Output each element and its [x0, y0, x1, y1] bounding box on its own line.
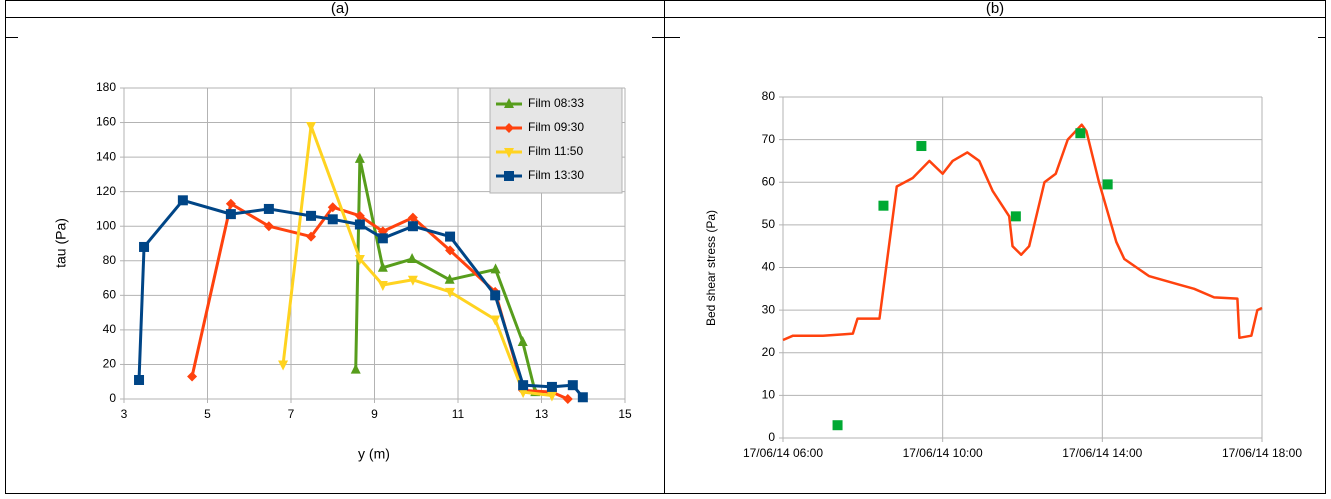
- marker: [134, 374, 145, 385]
- marker: [878, 200, 889, 211]
- marker: [263, 203, 274, 214]
- legend-label: Film 09:30: [528, 120, 584, 134]
- marker: [354, 219, 365, 230]
- marker: [490, 263, 501, 274]
- y-tick-label: 40: [762, 260, 776, 274]
- marker: [832, 420, 843, 431]
- x-tick-label: 17/06/14 06:00: [743, 446, 823, 460]
- x-axis-title: y (m): [358, 446, 390, 462]
- marker: [278, 360, 289, 371]
- marker: [518, 388, 529, 399]
- y-tick-label: 10: [762, 388, 776, 402]
- marker: [546, 381, 557, 392]
- legend-marker: [504, 98, 514, 108]
- marker: [1075, 128, 1086, 139]
- x-tick-label: 17/06/14 18:00: [1222, 446, 1302, 460]
- marker: [407, 212, 418, 223]
- marker: [546, 391, 557, 402]
- marker: [187, 371, 198, 382]
- x-tick-label: 13: [535, 407, 549, 421]
- marker: [377, 280, 388, 291]
- marker: [327, 202, 338, 213]
- y-tick-label: 0: [109, 391, 116, 405]
- legend-label: Film 08:33: [528, 96, 584, 110]
- x-tick-label: 17/06/14 14:00: [1062, 446, 1142, 460]
- x-tick-label: 11: [452, 407, 465, 421]
- marker: [306, 122, 317, 133]
- series-line: [354, 157, 537, 393]
- y-tick-label: 100: [96, 218, 116, 232]
- marker: [518, 380, 529, 391]
- panel-title: (b): [986, 0, 1004, 17]
- marker: [445, 287, 456, 298]
- y-tick-label: 160: [96, 115, 116, 129]
- y-tick-label: 60: [103, 288, 117, 302]
- marker: [177, 195, 188, 206]
- marker: [354, 152, 365, 163]
- marker: [377, 233, 388, 244]
- legend-marker: [504, 123, 514, 133]
- marker: [306, 210, 317, 221]
- marker: [916, 141, 927, 152]
- y-tick-label: 40: [103, 322, 117, 336]
- y-tick-label: 20: [103, 357, 117, 371]
- marker: [490, 315, 501, 326]
- marker: [139, 241, 150, 252]
- marker: [225, 198, 236, 209]
- marker: [407, 221, 418, 232]
- x-tick-label: 9: [371, 407, 378, 421]
- series-line: [782, 123, 1263, 342]
- marker: [444, 273, 455, 284]
- marker: [407, 275, 418, 286]
- x-tick-label: 17/06/14 10:00: [903, 446, 983, 460]
- y-tick-label: 20: [762, 345, 776, 359]
- y-tick-label: 180: [96, 80, 116, 94]
- series-line: [137, 198, 584, 399]
- marker: [263, 221, 274, 232]
- legend-marker: [504, 148, 514, 158]
- marker: [445, 231, 456, 242]
- x-tick-label: 7: [288, 407, 295, 421]
- marker: [354, 255, 365, 266]
- marker: [377, 261, 388, 272]
- y-axis-title: Bed shear stress (Pa): [704, 210, 718, 326]
- marker: [306, 231, 317, 242]
- marker: [225, 209, 236, 220]
- marker: [490, 290, 501, 301]
- y-tick-label: 60: [762, 174, 776, 188]
- marker: [445, 245, 456, 256]
- marker: [1010, 211, 1021, 222]
- legend-label: Film 13:30: [528, 168, 584, 182]
- y-tick-label: 70: [762, 132, 776, 146]
- marker: [517, 335, 528, 346]
- y-tick-label: 140: [96, 149, 116, 163]
- panel-title: (a): [331, 0, 349, 17]
- marker: [327, 214, 338, 225]
- legend-marker: [504, 171, 514, 181]
- marker: [350, 363, 361, 374]
- marker: [562, 394, 573, 404]
- marker: [407, 253, 418, 264]
- y-tick-label: 80: [103, 253, 117, 267]
- y-tick-label: 30: [762, 302, 776, 316]
- y-tick-label: 50: [762, 217, 776, 231]
- x-tick-label: 5: [204, 407, 211, 421]
- marker: [577, 392, 588, 403]
- legend-label: Film 11:50: [528, 144, 583, 158]
- x-tick-label: 15: [618, 407, 632, 421]
- y-tick-label: 80: [762, 89, 776, 103]
- marker: [1102, 179, 1113, 190]
- marker: [354, 210, 365, 221]
- y-tick-label: 0: [768, 430, 775, 444]
- y-tick-label: 120: [96, 184, 116, 198]
- marker: [567, 380, 578, 391]
- y-axis-title: tau (Pa): [53, 218, 69, 268]
- x-tick-label: 3: [121, 407, 128, 421]
